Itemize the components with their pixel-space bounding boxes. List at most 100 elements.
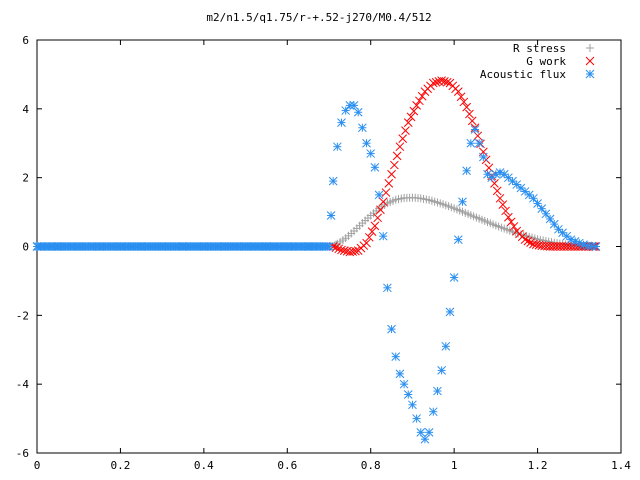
g-work-point [395, 142, 405, 152]
acoustic-flux-point [433, 386, 442, 396]
series-acoustic-flux [32, 101, 601, 444]
g-work-point [428, 78, 438, 88]
g-work-point [387, 169, 396, 179]
g-work-point [440, 77, 449, 86]
g-work-point [504, 212, 513, 222]
g-work-point [384, 179, 394, 188]
g-work-point [442, 77, 452, 87]
g-work-point [453, 87, 463, 96]
y-tick-label: -6 [16, 447, 29, 460]
g-work-point [498, 200, 508, 209]
acoustic-flux-point [362, 138, 371, 148]
acoustic-flux-point [458, 197, 467, 207]
legend-label: R stress [513, 42, 566, 55]
acoustic-flux-point [470, 125, 480, 134]
g-work-point [362, 238, 371, 248]
acoustic-flux-point [366, 149, 376, 158]
acoustic-flux-point [337, 118, 346, 127]
acoustic-flux-point [487, 173, 497, 183]
legend-marker [585, 69, 595, 79]
g-work-point [398, 134, 408, 144]
y-axis-tick-labels: -6 -4 -2 0 2 4 6 [16, 34, 30, 460]
g-work-point [462, 102, 472, 112]
g-work-point [403, 118, 413, 127]
acoustic-flux-point [53, 242, 63, 251]
acoustic-flux-point [554, 224, 563, 234]
g-work-point [431, 77, 441, 87]
acoustic-flux-point [326, 211, 336, 220]
g-work-point [331, 243, 341, 253]
acoustic-flux-point [549, 219, 559, 229]
g-work-point [367, 227, 377, 236]
g-work-point [373, 213, 383, 223]
acoustic-flux-point [416, 427, 426, 437]
g-work-point [376, 205, 385, 215]
acoustic-flux-point [378, 231, 388, 241]
g-work-point [459, 97, 469, 107]
y-tick-label: 0 [22, 241, 29, 254]
acoustic-flux-point [358, 123, 367, 133]
acoustic-flux-point [374, 190, 384, 200]
g-work-point [409, 106, 419, 116]
acoustic-flux-point [74, 242, 84, 251]
g-work-point [456, 92, 466, 102]
acoustic-flux-point [420, 434, 430, 444]
acoustic-flux-point [391, 352, 401, 361]
g-work-point [476, 139, 485, 149]
acoustic-flux-point [341, 106, 351, 115]
acoustic-flux-point [328, 176, 338, 186]
acoustic-flux-point [353, 107, 363, 117]
acoustic-flux-point [545, 214, 555, 224]
acoustic-flux-point [303, 242, 313, 251]
acoustic-flux-point [520, 187, 530, 196]
acoustic-flux-point [512, 180, 522, 189]
acoustic-flux-point [449, 273, 459, 282]
acoustic-flux-point [524, 190, 534, 200]
g-work-point [351, 246, 360, 256]
acoustic-flux-point [199, 242, 209, 251]
g-work-point [334, 244, 344, 254]
y-tick-label: -2 [16, 309, 29, 322]
g-work-point [412, 101, 421, 110]
legend-marker [586, 44, 594, 52]
g-work-point [523, 236, 533, 246]
g-work-point [337, 245, 346, 255]
g-work-point [529, 239, 538, 249]
g-work-point [467, 116, 477, 126]
g-work-point [389, 160, 399, 170]
acoustic-flux-point [282, 242, 292, 251]
acoustic-flux-point [591, 242, 601, 251]
acoustic-flux-point [403, 390, 413, 399]
acoustic-flux-point [562, 231, 572, 241]
g-work-point [401, 126, 410, 135]
acoustic-flux-point [478, 152, 488, 162]
g-work-point [339, 246, 349, 255]
chart-title: m2/n1.5/q1.75/r-+.52-j270/M0.4/512 [206, 11, 431, 24]
x-tick-label: 0 [34, 459, 41, 472]
acoustic-flux-point [412, 414, 421, 423]
g-work-point [415, 96, 424, 106]
g-work-point [364, 232, 374, 242]
acoustic-flux-point [345, 101, 355, 110]
g-work-point [526, 238, 535, 247]
acoustic-flux-point [95, 242, 104, 251]
acoustic-flux-point [453, 235, 463, 244]
acoustic-flux-point [529, 193, 538, 203]
acoustic-flux-point [428, 407, 438, 417]
g-work-point [392, 151, 402, 161]
acoustic-flux-point [157, 242, 167, 251]
g-work-point [492, 186, 502, 196]
acoustic-flux-point [408, 400, 417, 410]
acoustic-flux-point [441, 341, 451, 351]
acoustic-flux-point [466, 138, 476, 148]
acoustic-flux-point [462, 166, 472, 176]
legend-label: Acoustic flux [480, 68, 566, 81]
g-work-point [406, 112, 416, 122]
acoustic-flux-point [508, 176, 517, 186]
acoustic-flux-point [383, 283, 392, 293]
y-tick-label: 4 [22, 103, 29, 116]
g-work-point [501, 206, 510, 216]
acoustic-flux-point [220, 242, 230, 251]
acoustic-flux-point [537, 204, 547, 213]
